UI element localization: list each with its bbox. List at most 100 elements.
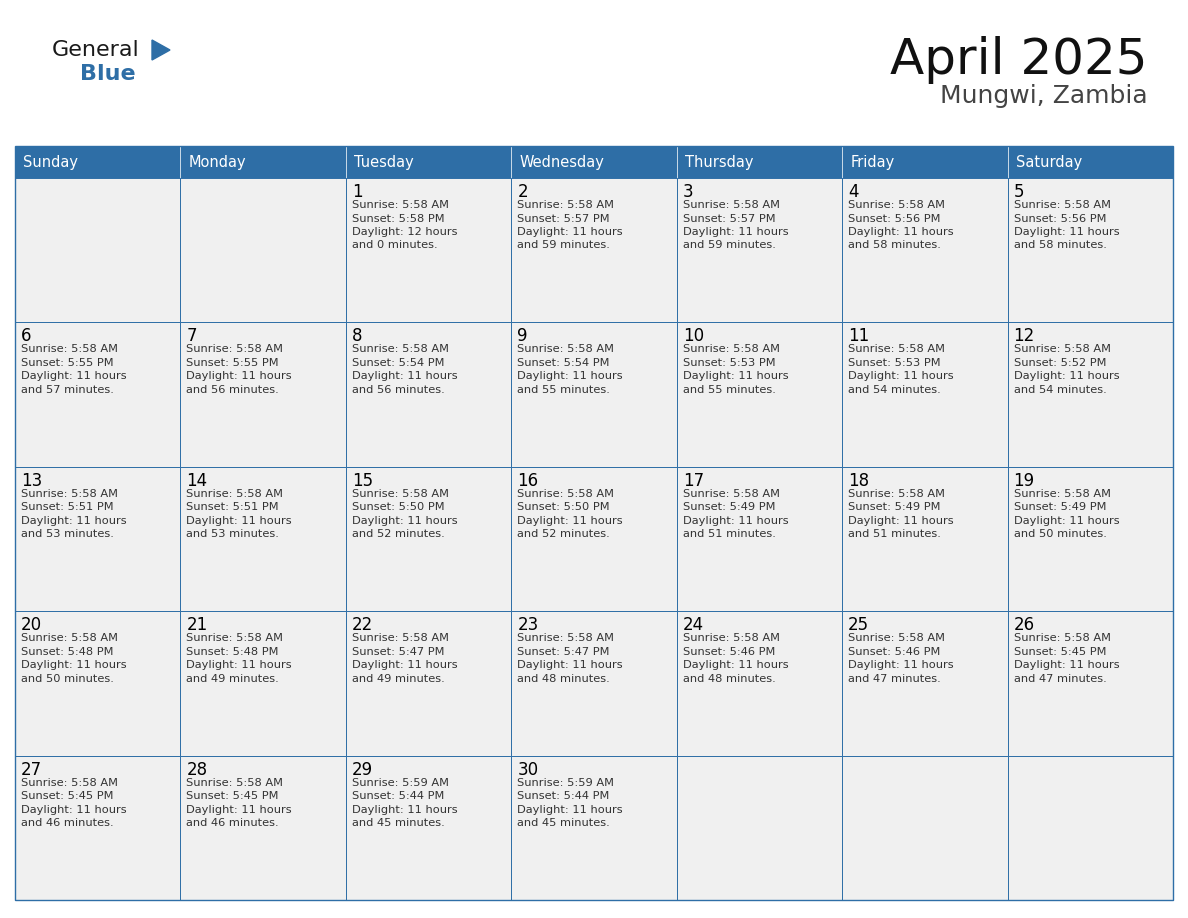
Bar — [677, 466, 842, 611]
Text: Daylight: 11 hours: Daylight: 11 hours — [683, 227, 789, 237]
Text: 11: 11 — [848, 328, 870, 345]
Bar — [842, 178, 1007, 322]
Text: 1: 1 — [352, 183, 362, 201]
Text: 24: 24 — [683, 616, 703, 634]
Bar — [346, 322, 511, 466]
Text: Monday: Monday — [189, 154, 246, 170]
Text: 26: 26 — [1013, 616, 1035, 634]
Text: 25: 25 — [848, 616, 870, 634]
Text: and 58 minutes.: and 58 minutes. — [848, 241, 941, 251]
Text: Sunrise: 5:58 AM: Sunrise: 5:58 AM — [21, 633, 118, 644]
Bar — [1007, 178, 1173, 322]
Bar — [346, 466, 511, 611]
Bar — [1007, 322, 1173, 466]
Text: Sunset: 5:57 PM: Sunset: 5:57 PM — [683, 214, 776, 223]
Text: and 59 minutes.: and 59 minutes. — [683, 241, 776, 251]
Text: 28: 28 — [187, 761, 208, 778]
Text: and 53 minutes.: and 53 minutes. — [21, 530, 114, 539]
Text: 3: 3 — [683, 183, 694, 201]
Text: Daylight: 11 hours: Daylight: 11 hours — [352, 660, 457, 670]
Text: Saturday: Saturday — [1016, 154, 1082, 170]
Text: 13: 13 — [21, 472, 43, 490]
Bar — [511, 611, 677, 756]
Text: and 45 minutes.: and 45 minutes. — [517, 818, 609, 828]
Text: and 51 minutes.: and 51 minutes. — [848, 530, 941, 539]
Text: 22: 22 — [352, 616, 373, 634]
Text: 18: 18 — [848, 472, 870, 490]
Text: Sunset: 5:51 PM: Sunset: 5:51 PM — [187, 502, 279, 512]
Text: 27: 27 — [21, 761, 42, 778]
Text: Daylight: 11 hours: Daylight: 11 hours — [352, 372, 457, 381]
Text: Sunrise: 5:58 AM: Sunrise: 5:58 AM — [21, 344, 118, 354]
Text: Daylight: 11 hours: Daylight: 11 hours — [848, 516, 954, 526]
Text: and 51 minutes.: and 51 minutes. — [683, 530, 776, 539]
Bar — [1007, 611, 1173, 756]
Bar — [677, 322, 842, 466]
Text: and 55 minutes.: and 55 minutes. — [683, 385, 776, 395]
Text: Sunrise: 5:58 AM: Sunrise: 5:58 AM — [21, 778, 118, 788]
Bar — [15, 146, 181, 178]
Text: Sunset: 5:58 PM: Sunset: 5:58 PM — [352, 214, 444, 223]
Text: 19: 19 — [1013, 472, 1035, 490]
Text: Sunset: 5:55 PM: Sunset: 5:55 PM — [21, 358, 114, 368]
Text: 21: 21 — [187, 616, 208, 634]
Text: Sunset: 5:45 PM: Sunset: 5:45 PM — [187, 791, 279, 801]
Text: Daylight: 11 hours: Daylight: 11 hours — [187, 804, 292, 814]
Text: Sunset: 5:46 PM: Sunset: 5:46 PM — [683, 646, 775, 656]
Bar — [346, 146, 511, 178]
Bar — [15, 322, 181, 466]
Text: Sunrise: 5:58 AM: Sunrise: 5:58 AM — [21, 488, 118, 498]
Text: Daylight: 11 hours: Daylight: 11 hours — [517, 660, 623, 670]
Text: Daylight: 11 hours: Daylight: 11 hours — [187, 372, 292, 381]
Text: Daylight: 11 hours: Daylight: 11 hours — [21, 516, 127, 526]
Bar — [15, 178, 181, 322]
Bar — [346, 178, 511, 322]
Text: 29: 29 — [352, 761, 373, 778]
Text: Tuesday: Tuesday — [354, 154, 413, 170]
Text: Sunrise: 5:58 AM: Sunrise: 5:58 AM — [517, 200, 614, 210]
Text: and 49 minutes.: and 49 minutes. — [352, 674, 444, 684]
Text: Daylight: 11 hours: Daylight: 11 hours — [21, 660, 127, 670]
Text: Sunrise: 5:58 AM: Sunrise: 5:58 AM — [848, 200, 946, 210]
Text: 4: 4 — [848, 183, 859, 201]
Text: 17: 17 — [683, 472, 703, 490]
Text: Sunset: 5:45 PM: Sunset: 5:45 PM — [21, 791, 114, 801]
Text: Sunrise: 5:58 AM: Sunrise: 5:58 AM — [1013, 488, 1111, 498]
Text: Sunset: 5:45 PM: Sunset: 5:45 PM — [1013, 646, 1106, 656]
Text: Sunset: 5:47 PM: Sunset: 5:47 PM — [352, 646, 444, 656]
Bar — [181, 611, 346, 756]
Text: Sunrise: 5:58 AM: Sunrise: 5:58 AM — [848, 344, 946, 354]
Text: Daylight: 11 hours: Daylight: 11 hours — [1013, 227, 1119, 237]
Text: and 54 minutes.: and 54 minutes. — [848, 385, 941, 395]
Text: Daylight: 11 hours: Daylight: 11 hours — [517, 804, 623, 814]
Text: and 59 minutes.: and 59 minutes. — [517, 241, 611, 251]
Text: Sunrise: 5:58 AM: Sunrise: 5:58 AM — [848, 488, 946, 498]
Bar — [842, 611, 1007, 756]
Text: Sunset: 5:49 PM: Sunset: 5:49 PM — [1013, 502, 1106, 512]
Text: Sunrise: 5:58 AM: Sunrise: 5:58 AM — [517, 344, 614, 354]
Bar — [677, 146, 842, 178]
Text: and 50 minutes.: and 50 minutes. — [21, 674, 114, 684]
Text: 2: 2 — [517, 183, 527, 201]
Text: 30: 30 — [517, 761, 538, 778]
Text: Daylight: 11 hours: Daylight: 11 hours — [848, 660, 954, 670]
Bar — [511, 178, 677, 322]
Text: Sunrise: 5:58 AM: Sunrise: 5:58 AM — [1013, 344, 1111, 354]
Text: and 52 minutes.: and 52 minutes. — [517, 530, 609, 539]
Text: 12: 12 — [1013, 328, 1035, 345]
Text: and 56 minutes.: and 56 minutes. — [352, 385, 444, 395]
Text: Daylight: 11 hours: Daylight: 11 hours — [517, 516, 623, 526]
Text: Sunset: 5:47 PM: Sunset: 5:47 PM — [517, 646, 609, 656]
Text: 8: 8 — [352, 328, 362, 345]
Text: and 55 minutes.: and 55 minutes. — [517, 385, 611, 395]
Text: Sunrise: 5:58 AM: Sunrise: 5:58 AM — [352, 633, 449, 644]
Text: Sunset: 5:44 PM: Sunset: 5:44 PM — [352, 791, 444, 801]
Bar — [346, 611, 511, 756]
Text: Sunrise: 5:58 AM: Sunrise: 5:58 AM — [187, 488, 284, 498]
Text: and 53 minutes.: and 53 minutes. — [187, 530, 279, 539]
Bar — [1007, 756, 1173, 900]
Text: and 0 minutes.: and 0 minutes. — [352, 241, 437, 251]
Text: Daylight: 11 hours: Daylight: 11 hours — [187, 660, 292, 670]
Text: Sunset: 5:53 PM: Sunset: 5:53 PM — [683, 358, 776, 368]
Text: Thursday: Thursday — [684, 154, 753, 170]
